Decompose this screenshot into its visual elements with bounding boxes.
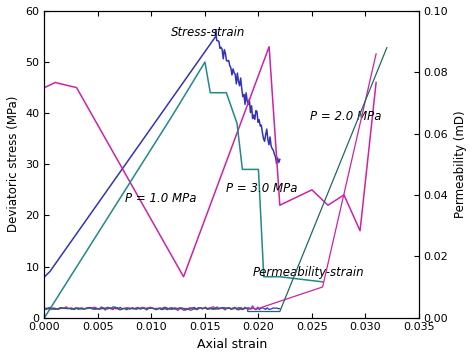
Y-axis label: Permeability (mD): Permeability (mD) xyxy=(454,111,467,218)
Text: P = 3.0 MPa: P = 3.0 MPa xyxy=(227,182,298,195)
X-axis label: Axial strain: Axial strain xyxy=(197,338,267,351)
Y-axis label: Deviatoric stress (MPa): Deviatoric stress (MPa) xyxy=(7,96,20,232)
Text: Permeability-strain: Permeability-strain xyxy=(253,266,365,279)
Text: Stress-strain: Stress-strain xyxy=(171,26,245,39)
Text: P = 1.0 MPa: P = 1.0 MPa xyxy=(125,192,196,205)
Text: P = 2.0 MPa: P = 2.0 MPa xyxy=(310,110,381,124)
